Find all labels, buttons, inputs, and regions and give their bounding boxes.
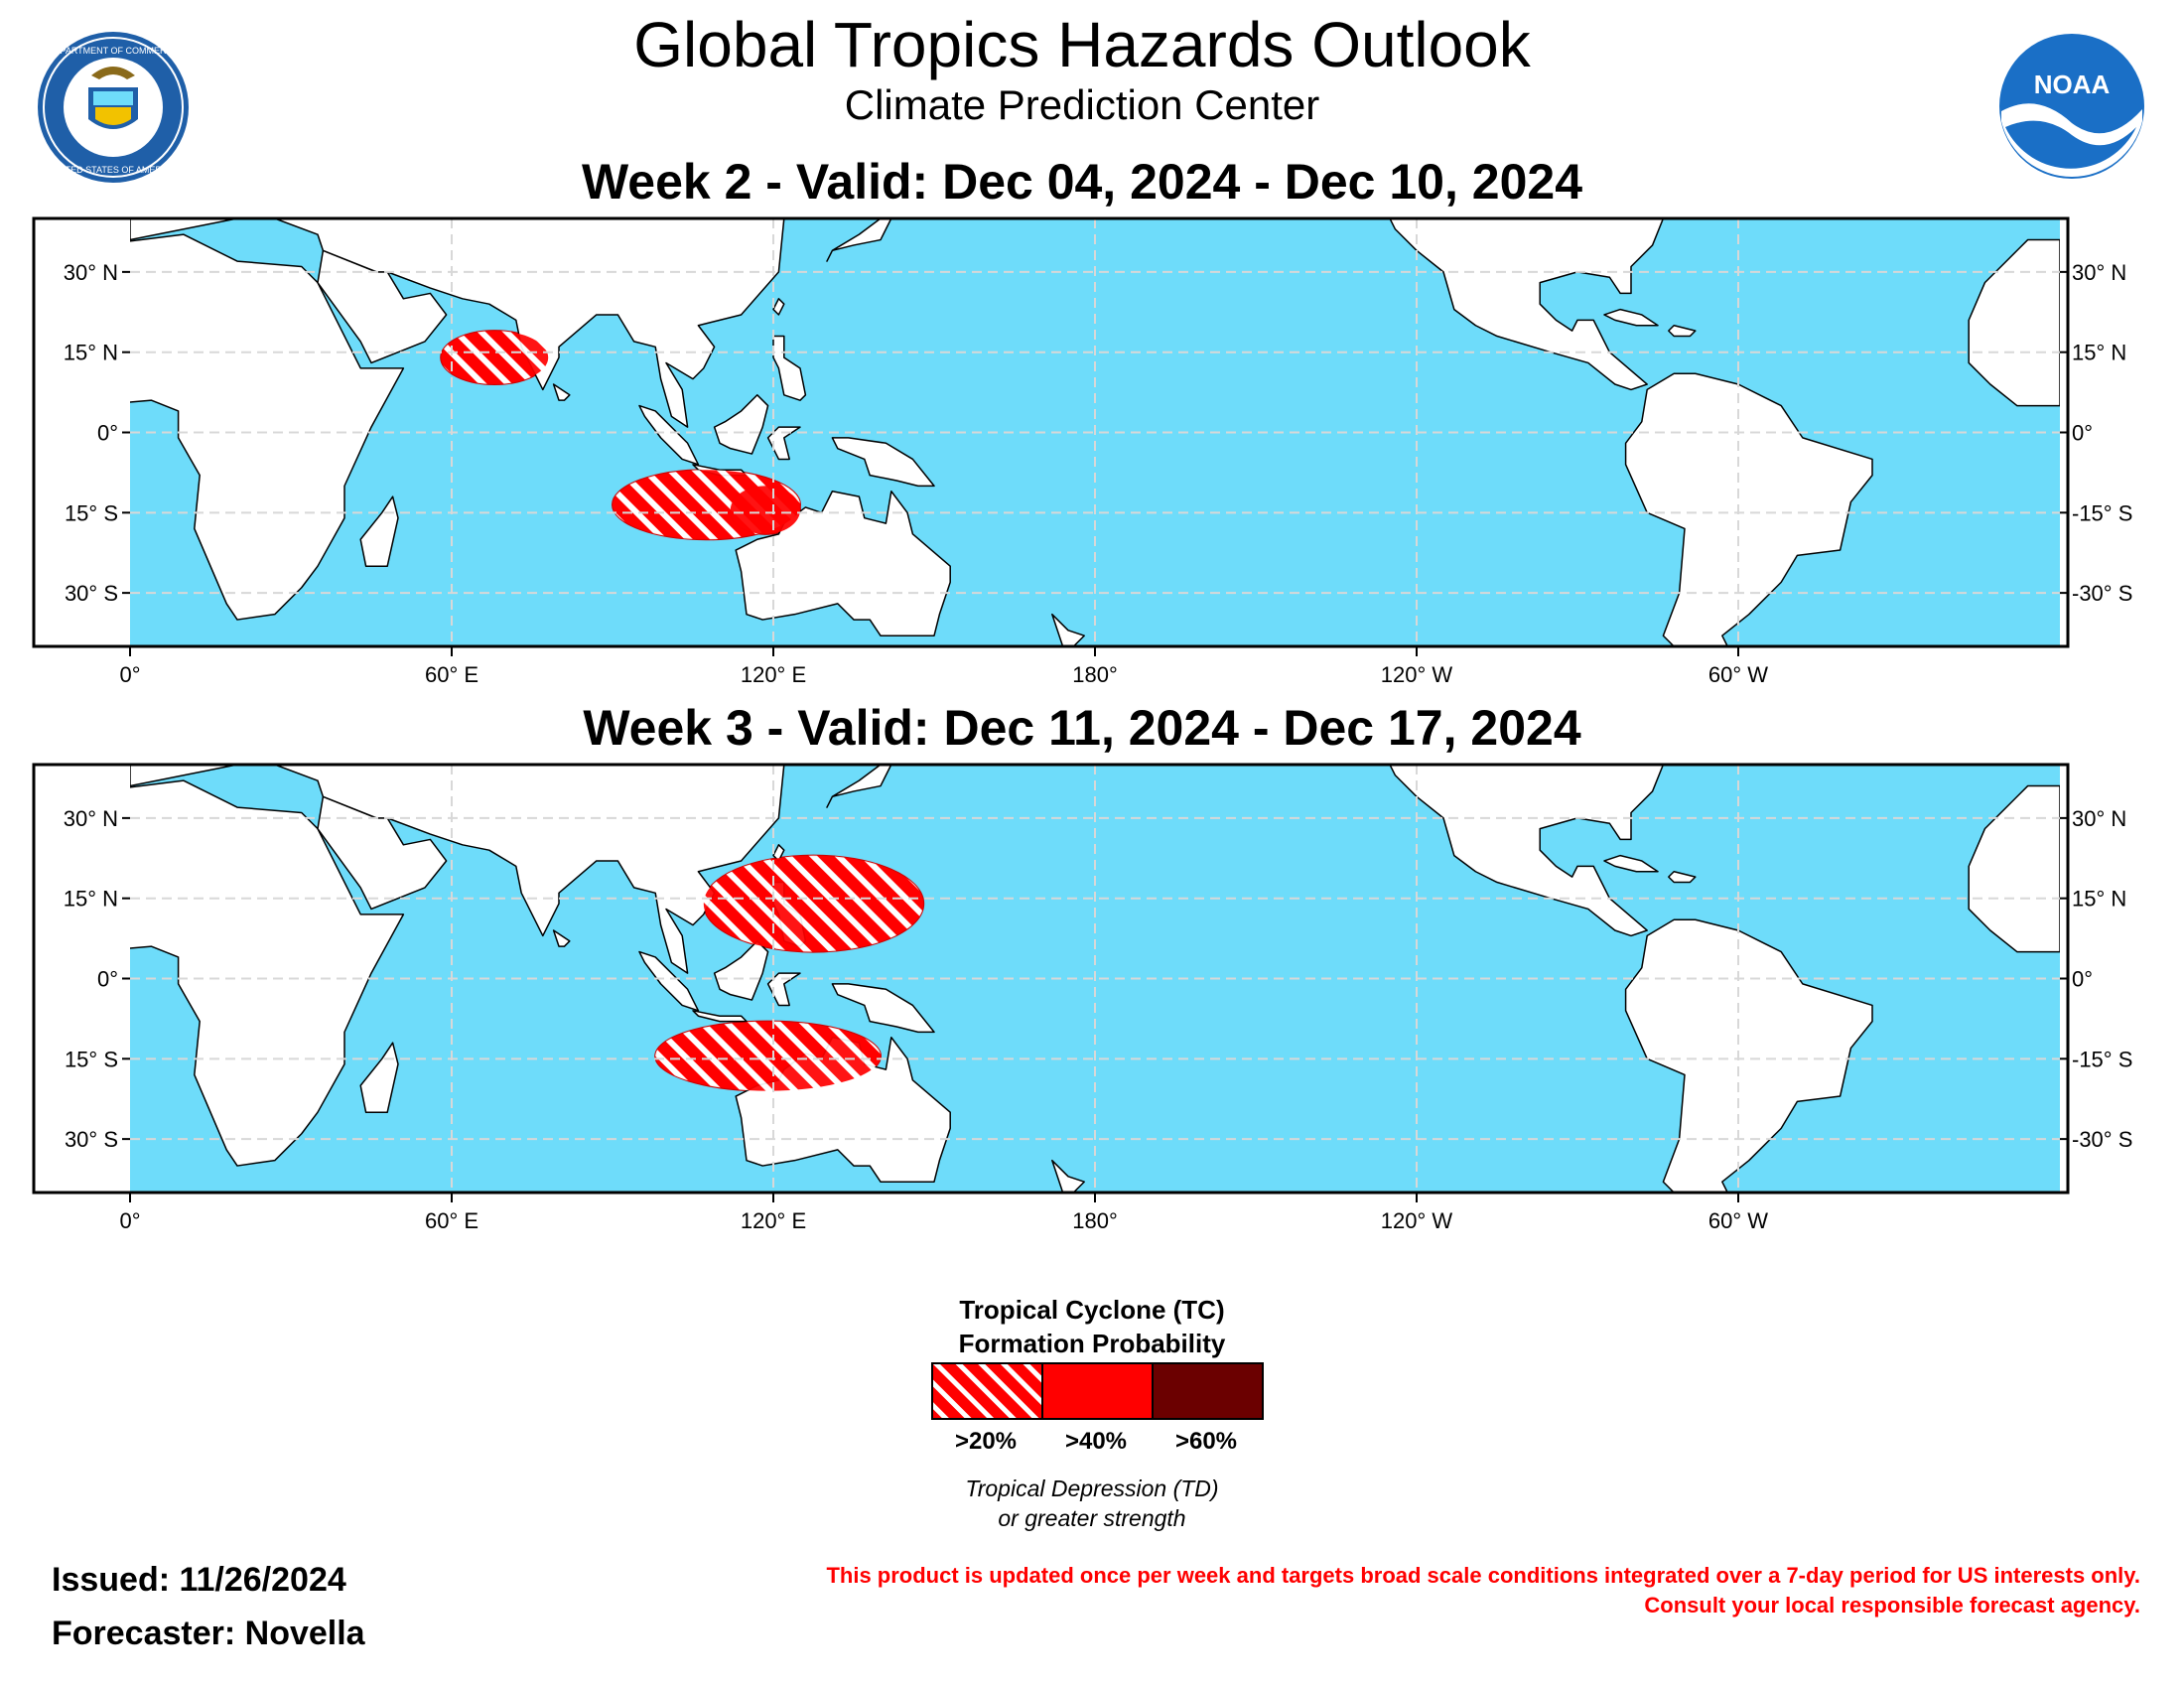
lat-label-left: 30° N <box>64 806 118 831</box>
map-plot-area <box>130 765 2060 1193</box>
hazard-overlay-1 <box>655 1021 881 1091</box>
legend-note-line1: Tropical Depression (TD) <box>965 1476 1219 1501</box>
legend-label-20: >20% <box>954 1428 1018 1455</box>
land-madagascar <box>359 1042 399 1113</box>
legend-note-line2: or greater strength <box>998 1505 1186 1531</box>
lon-label: 60° W <box>1708 662 1768 687</box>
lat-label-left: 30° S <box>65 581 118 606</box>
lat-label-right: -15° S <box>2072 500 2132 525</box>
hazard-overlay-2 <box>730 486 801 534</box>
lon-label: 120° E <box>741 662 806 687</box>
land-newzealand <box>1051 1159 1085 1193</box>
lon-label: 60° E <box>425 1208 478 1233</box>
lon-label: 120° W <box>1381 662 1453 687</box>
land-borneo <box>713 394 769 455</box>
land-java <box>692 1010 748 1023</box>
lat-label-left: 30° N <box>64 260 118 285</box>
legend-title: Tropical Cyclone (TC) Formation Probabil… <box>893 1293 1291 1360</box>
disclaimer-line2: Consult your local responsible forecast … <box>1644 1593 2140 1618</box>
land-hispaniola <box>1668 871 1697 884</box>
land-japan <box>826 218 892 262</box>
lat-label-right: -30° S <box>2072 1127 2132 1152</box>
department-of-commerce-seal-icon: DEPARTMENT OF COMMERCE UNITED STATES OF … <box>34 28 193 192</box>
svg-text:DEPARTMENT OF COMMERCE: DEPARTMENT OF COMMERCE <box>48 46 179 56</box>
land-newguinea <box>831 437 935 488</box>
land-cuba <box>1603 308 1659 327</box>
land-southamerica <box>1624 918 1873 1193</box>
land-japan <box>826 765 892 808</box>
land-madagascar <box>359 495 399 567</box>
land-eurasia <box>130 218 785 428</box>
lat-label-right: 30° N <box>2072 806 2126 831</box>
land-southamerica <box>1624 372 1873 646</box>
land-newzealand <box>1051 613 1085 646</box>
land-westafrica <box>1968 238 2060 407</box>
land-africa <box>130 233 405 621</box>
legend-label-60: >60% <box>1174 1428 1238 1455</box>
page-title: Global Tropics Hazards Outlook <box>633 9 1531 80</box>
legend-swatches <box>931 1362 1264 1420</box>
land-cuba <box>1603 854 1659 873</box>
land-borneo <box>713 940 769 1001</box>
svg-text:UNITED STATES OF AMERICA: UNITED STATES OF AMERICA <box>50 165 177 175</box>
lat-label-right: -30° S <box>2072 581 2132 606</box>
forecaster-name: Forecaster: Novella <box>52 1615 365 1652</box>
week2-title: Week 2 - Valid: Dec 04, 2024 - Dec 10, 2… <box>581 154 1583 210</box>
land-sumatra <box>638 404 700 466</box>
lat-label-right: 0° <box>2072 967 2093 992</box>
lat-label-right: 0° <box>2072 421 2093 446</box>
page-subtitle: Climate Prediction Center <box>844 81 1320 128</box>
hazard-overlay-0 <box>703 855 924 952</box>
lat-label-right: -15° S <box>2072 1047 2132 1071</box>
lon-label: 120° E <box>741 1208 806 1233</box>
lon-label: 180° <box>1072 662 1118 687</box>
lat-label-left: 30° S <box>65 1127 118 1152</box>
land-srilanka <box>552 383 571 401</box>
week3-map: 30° N 30° N 15° N 15° N 0° 0° 15° S -15° S 30° S… <box>32 763 2132 1233</box>
legend-label-40: >40% <box>1064 1428 1128 1455</box>
lon-label: 0° <box>119 1208 140 1233</box>
legend-title-line2: Formation Probability <box>958 1329 1226 1358</box>
lat-label-right: 15° N <box>2072 887 2126 912</box>
land-newguinea <box>831 983 935 1034</box>
lat-label-left: 15° S <box>65 1047 118 1071</box>
issued-date: Issued: 11/26/2024 <box>52 1561 346 1599</box>
lon-label: 120° W <box>1381 1208 1453 1233</box>
land-northamerica <box>1389 765 1665 937</box>
legend-swatch-40 <box>1041 1362 1154 1420</box>
legend-note: Tropical Depression (TD) or greater stre… <box>893 1474 1291 1533</box>
noaa-logo-text: NOAA <box>2034 70 2111 99</box>
land-africa <box>130 779 405 1167</box>
land-australia <box>735 491 951 636</box>
land-sumatra <box>638 950 700 1012</box>
legend-title-line1: Tropical Cyclone (TC) <box>959 1295 1225 1325</box>
disclaimer: This product is updated once per week an… <box>826 1561 2140 1620</box>
lat-label-right: 15° N <box>2072 341 2126 365</box>
lat-label-right: 30° N <box>2072 260 2126 285</box>
legend-swatch-60 <box>1152 1362 1264 1420</box>
lat-label-left: 15° N <box>64 341 118 365</box>
week2-map: 30° N 30° N 15° N 15° N 0° 0° 15° S -15° S 30° S… <box>32 216 2132 687</box>
legend-swatch-20 <box>931 1362 1043 1420</box>
noaa-logo-icon: NOAA <box>1997 32 2146 186</box>
land-westafrica <box>1968 784 2060 953</box>
week3-title: Week 3 - Valid: Dec 11, 2024 - Dec 17, 2… <box>583 700 1581 756</box>
map-plot-area <box>130 218 2060 646</box>
land-srilanka <box>552 929 571 947</box>
lon-label: 180° <box>1072 1208 1118 1233</box>
lat-label-left: 0° <box>97 967 118 992</box>
lon-label: 0° <box>119 662 140 687</box>
disclaimer-line1: This product is updated once per week an… <box>826 1563 2140 1588</box>
lat-label-left: 15° S <box>65 500 118 525</box>
land-eurasia <box>130 765 785 974</box>
hazard-overlay-0 <box>441 331 549 385</box>
lon-label: 60° E <box>425 662 478 687</box>
lat-label-left: 15° N <box>64 887 118 912</box>
lon-label: 60° W <box>1708 1208 1768 1233</box>
land-hispaniola <box>1668 325 1697 338</box>
land-taiwan <box>772 298 785 316</box>
land-northamerica <box>1389 218 1665 391</box>
lat-label-left: 0° <box>97 421 118 446</box>
